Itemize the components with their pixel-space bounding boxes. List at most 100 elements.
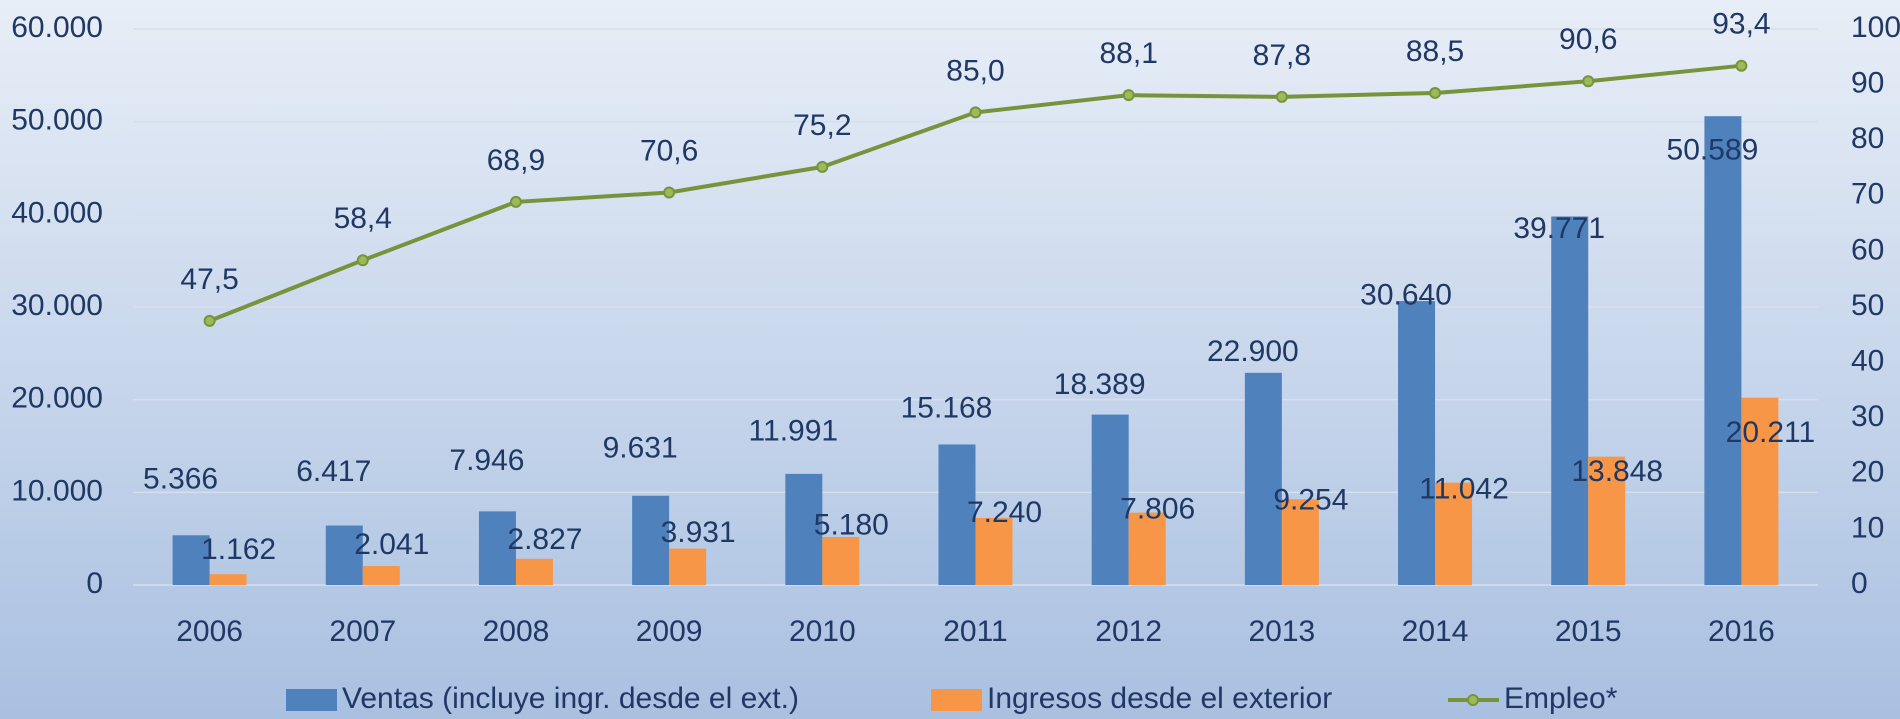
data-label: 70,6 xyxy=(640,134,698,167)
line-point xyxy=(509,195,522,208)
data-label: 9.254 xyxy=(1273,483,1348,516)
y-tick-label: 10.000 xyxy=(11,474,103,507)
data-label: 15.168 xyxy=(901,391,993,424)
data-label: 88,5 xyxy=(1406,35,1464,68)
data-label: 30.640 xyxy=(1360,279,1452,312)
data-label: 11.042 xyxy=(1419,472,1509,505)
y2-tick-label: 0 xyxy=(1851,567,1868,600)
line-point xyxy=(969,106,982,119)
data-label: 5.366 xyxy=(143,463,218,496)
line-point xyxy=(203,314,216,327)
bar xyxy=(669,548,707,585)
y2-tick-label: 50 xyxy=(1851,289,1884,322)
x-tick-label: 2015 xyxy=(1555,615,1622,648)
y2-tick-label: 40 xyxy=(1851,345,1884,378)
data-label: 47,5 xyxy=(180,263,238,296)
data-label: 1.162 xyxy=(201,533,276,566)
data-label: 90,6 xyxy=(1559,23,1617,56)
data-label: 39.771 xyxy=(1513,212,1605,245)
bar xyxy=(209,574,247,585)
y-tick-label: 50.000 xyxy=(11,104,103,137)
x-tick-label: 2007 xyxy=(329,615,396,648)
legend-label: Ventas (incluye ingr. desde el ext.) xyxy=(342,682,799,715)
data-label: 2.827 xyxy=(507,523,582,556)
y2-tick-label: 80 xyxy=(1851,122,1884,155)
data-label: 50.589 xyxy=(1667,133,1759,166)
line-point xyxy=(1582,75,1595,88)
bar xyxy=(1281,499,1319,585)
x-tick-label: 2009 xyxy=(636,615,703,648)
y-tick-label: 30.000 xyxy=(11,289,103,322)
data-label: 3.931 xyxy=(661,516,736,549)
line-point xyxy=(1122,89,1135,102)
y2-tick-label: 70 xyxy=(1851,178,1884,211)
x-tick-label: 2008 xyxy=(483,615,550,648)
legend-label: Ingresos desde el exterior xyxy=(987,682,1332,715)
bar xyxy=(1551,216,1589,586)
data-label: 9.631 xyxy=(603,432,678,465)
y2-tick-label: 60 xyxy=(1851,233,1884,266)
x-tick-label: 2016 xyxy=(1708,615,1775,648)
legend-label: Empleo* xyxy=(1504,682,1618,715)
bar xyxy=(172,535,210,585)
data-label: 58,4 xyxy=(334,202,392,235)
y2-tick-label: 20 xyxy=(1851,456,1884,489)
bar xyxy=(822,536,860,585)
line-point xyxy=(816,160,829,173)
y-tick-label: 40.000 xyxy=(11,196,103,229)
data-label: 75,2 xyxy=(793,109,851,142)
y2-tick-label: 10 xyxy=(1851,511,1884,544)
line-point xyxy=(1429,86,1442,99)
legend-swatch xyxy=(931,689,982,711)
data-label: 93,4 xyxy=(1712,8,1770,41)
data-label: 68,9 xyxy=(487,144,545,177)
data-label: 87,8 xyxy=(1253,39,1311,72)
line-point xyxy=(663,186,676,199)
bar xyxy=(1244,372,1282,585)
data-label: 85,0 xyxy=(946,54,1004,87)
line-point xyxy=(356,254,369,267)
data-label: 22.900 xyxy=(1207,335,1299,368)
x-tick-label: 2014 xyxy=(1402,615,1469,648)
data-label: 13.848 xyxy=(1571,455,1663,488)
x-tick-label: 2012 xyxy=(1095,615,1162,648)
legend-swatch xyxy=(286,689,337,711)
data-label: 6.417 xyxy=(296,455,371,488)
bar xyxy=(1435,482,1473,585)
bar xyxy=(1704,116,1742,585)
line-point xyxy=(1275,90,1288,103)
x-tick-label: 2010 xyxy=(789,615,856,648)
bar xyxy=(478,511,516,585)
bar xyxy=(362,566,400,585)
y2-tick-label: 30 xyxy=(1851,400,1884,433)
bar xyxy=(1091,414,1129,585)
bar xyxy=(1128,512,1166,585)
bar xyxy=(632,495,670,585)
bar xyxy=(515,558,553,585)
y2-tick-label: 100 xyxy=(1851,11,1900,44)
x-tick-label: 2006 xyxy=(176,615,243,648)
legend-swatch xyxy=(1467,694,1479,706)
data-label: 11.991 xyxy=(749,414,839,447)
data-label: 7.240 xyxy=(967,496,1042,529)
data-label: 7.946 xyxy=(449,444,524,477)
y-tick-label: 60.000 xyxy=(11,11,103,44)
bar xyxy=(785,473,823,585)
y-tick-label: 0 xyxy=(86,567,103,600)
line-point xyxy=(1735,59,1748,72)
y2-tick-label: 90 xyxy=(1851,67,1884,100)
data-label: 2.041 xyxy=(354,528,429,561)
bar xyxy=(1398,301,1436,585)
x-tick-label: 2013 xyxy=(1248,615,1315,648)
bar xyxy=(1588,456,1626,585)
bar xyxy=(325,525,363,585)
bar xyxy=(1741,397,1779,585)
data-label: 7.806 xyxy=(1120,492,1195,525)
y-tick-label: 20.000 xyxy=(11,382,103,415)
data-label: 20.211 xyxy=(1726,416,1816,449)
data-label: 88,1 xyxy=(1099,37,1157,70)
bar xyxy=(938,444,976,585)
